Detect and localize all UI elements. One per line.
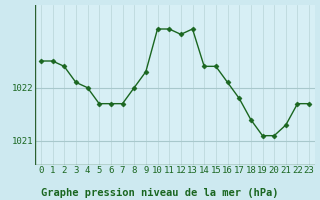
Text: Graphe pression niveau de la mer (hPa): Graphe pression niveau de la mer (hPa) [41, 188, 279, 198]
